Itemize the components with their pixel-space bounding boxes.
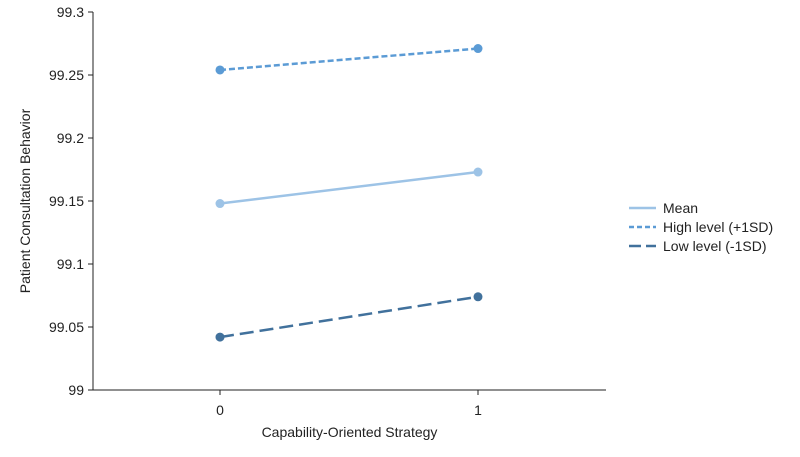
series-lines — [215, 44, 483, 342]
y-tick-label: 99.05 — [49, 319, 84, 335]
x-tick-label: 0 — [216, 402, 224, 418]
legend-label: Low level (-1SD) — [663, 238, 766, 254]
data-point — [215, 199, 225, 209]
axes: 99 99.05 99.1 99.15 99.2 99.25 99.3 0 1 — [49, 4, 606, 418]
y-tick-label: 99.25 — [49, 67, 84, 83]
legend-label: High level (+1SD) — [663, 219, 773, 235]
y-axis-title: Patient Consultation Behavior — [17, 108, 33, 293]
legend-label: Mean — [663, 200, 698, 216]
data-point — [215, 65, 225, 75]
y-tick-label: 99.2 — [57, 130, 84, 146]
legend: Mean High level (+1SD) Low level (-1SD) — [629, 200, 773, 254]
data-point — [473, 167, 483, 177]
x-axis-title: Capability-Oriented Strategy — [262, 424, 438, 440]
y-tick-label: 99.3 — [57, 4, 84, 20]
data-point — [473, 44, 483, 54]
x-tick-label: 1 — [474, 402, 482, 418]
y-tick-label: 99 — [68, 382, 84, 398]
series-line-2 — [219, 295, 479, 339]
y-tick-label: 99.15 — [49, 193, 84, 209]
series-line-0 — [219, 170, 479, 205]
series-line-1 — [219, 47, 479, 72]
data-point — [215, 332, 225, 342]
data-point — [473, 292, 483, 302]
y-tick-label: 99.1 — [57, 256, 84, 272]
